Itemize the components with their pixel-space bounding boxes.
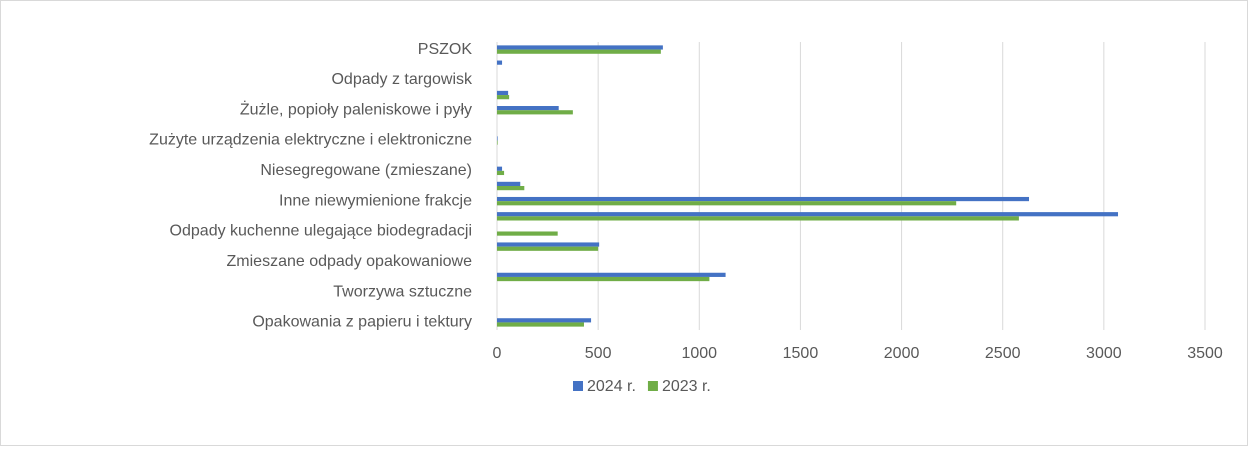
y-tick-label: Opakowania z papieru i tektury (252, 314, 472, 331)
y-tick-label: Inne niewymienione frakcje (279, 192, 472, 209)
x-tick-label: 1500 (783, 345, 819, 362)
bar (497, 106, 559, 111)
x-tick-label: 500 (585, 345, 612, 362)
bar (497, 166, 503, 171)
bar (497, 140, 498, 145)
y-tick-label: PSZOK (418, 41, 473, 58)
x-tick-label: 2000 (884, 345, 920, 362)
bar (497, 216, 1019, 221)
bar (497, 49, 661, 54)
x-tick-label: 0 (493, 345, 502, 362)
x-tick-label: 3500 (1187, 345, 1223, 362)
bar (497, 45, 663, 50)
bar (497, 196, 1030, 202)
bar (497, 272, 726, 277)
bar (497, 170, 505, 176)
legend-label: 2023 r. (662, 378, 711, 395)
bar (497, 201, 957, 206)
bar (497, 242, 600, 247)
y-tick-label: Niesegregowane (zmieszane) (260, 162, 472, 179)
y-tick-label: Odpady kuchenne ulegające biodegradacji (170, 223, 472, 240)
x-tick-label: 3000 (1086, 345, 1122, 362)
bar (497, 318, 592, 323)
y-tick-label: Zużyte urządzenia elektryczne i elektron… (149, 132, 472, 149)
bar (497, 246, 599, 251)
legend-swatch (647, 381, 658, 391)
legend-swatch (573, 381, 583, 391)
y-tick-label: Zmieszane odpady opakowaniowe (227, 253, 473, 270)
y-tick-label: Tworzywa sztuczne (333, 283, 472, 300)
bar (497, 60, 503, 65)
bar (497, 322, 584, 327)
y-tick-label: Odpady z targowisk (331, 71, 473, 88)
bar (497, 90, 509, 96)
bar (497, 95, 510, 100)
y-tick-label: Żużle, popioły paleniskowe i pyły (240, 99, 472, 118)
bar (497, 181, 521, 186)
x-tick-label: 1000 (681, 345, 717, 362)
x-tick-label: 2500 (985, 345, 1021, 362)
bar (497, 231, 558, 236)
bar (497, 136, 498, 141)
bar (497, 212, 1119, 217)
legend-label: 2024 r. (587, 378, 636, 395)
bar (497, 110, 573, 115)
bar (497, 276, 710, 282)
bar (497, 186, 525, 191)
